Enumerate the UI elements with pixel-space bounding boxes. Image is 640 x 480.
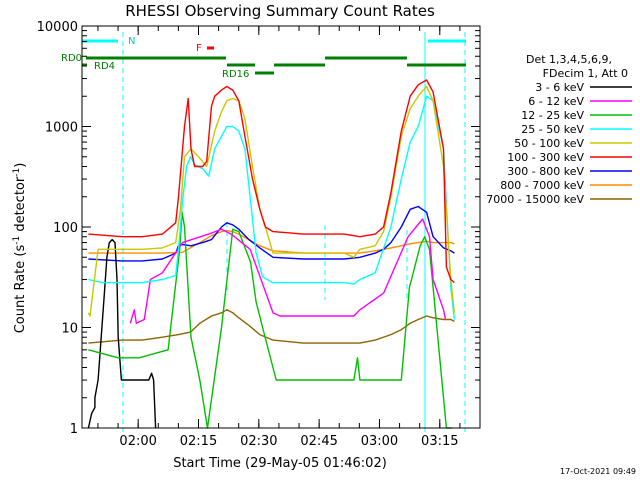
x-tick-label: 03:00 <box>361 434 398 449</box>
legend-label: 300 - 800 keV <box>507 165 584 178</box>
legend-label: 7000 - 15000 keV <box>486 193 584 206</box>
y-axis: 1 10 100 1000 10000 <box>37 20 480 437</box>
annotation-rd16: RD16 <box>222 69 249 80</box>
annotation-rd0: RD0 <box>61 53 82 64</box>
x-tick-label: 02:00 <box>119 434 156 449</box>
y-tick-label: 10 <box>61 322 78 337</box>
legend-header-2: FDecim 1, Att 0 <box>543 67 628 80</box>
series-layer <box>87 79 456 429</box>
series-line-5 <box>87 85 456 317</box>
legend-label: 50 - 100 keV <box>514 137 584 150</box>
x-tick-label: 02:15 <box>180 434 217 449</box>
legend-header-1: Det 1,3,4,5,6,9, <box>526 53 612 66</box>
legend-label: 800 - 7000 keV <box>500 179 584 192</box>
y-axis-label-sup-2: -1 <box>12 168 22 177</box>
x-tick-label: 02:45 <box>300 434 337 449</box>
x-tick-label: 03:15 <box>421 434 458 449</box>
series-line-3 <box>88 211 452 429</box>
x-axis: 02:00 02:15 02:30 02:45 03:00 03:15 <box>97 26 461 449</box>
y-axis-label-main: Count Rate (s <box>13 245 28 334</box>
status-bars: N F RD0 RD4 RD16 <box>61 36 466 80</box>
legend: Det 1,3,4,5,6,9, FDecim 1, Att 0 3 - 6 k… <box>486 53 632 206</box>
footer-date: 17-Oct-2021 09:49 <box>560 467 636 476</box>
chart-title: RHESSI Observing Summary Count Rates <box>125 2 435 20</box>
y-tick-label: 1000 <box>45 121 78 136</box>
x-axis-label: Start Time (29-May-05 01:46:02) <box>173 456 387 471</box>
legend-label: 100 - 300 keV <box>507 151 584 164</box>
series-line-4 <box>88 95 456 320</box>
y-axis-label-sup-1: -1 <box>12 236 22 245</box>
y-axis-label-end: ) <box>13 163 28 168</box>
svg-text:Count Rate (s-1 detector-1): Count Rate (s-1 detector-1) <box>12 163 28 334</box>
y-axis-label: Count Rate (s-1 detector-1) <box>12 163 28 334</box>
y-axis-label-mid: detector <box>13 176 28 236</box>
x-tick-label: 02:30 <box>240 434 277 449</box>
series-line-1 <box>87 238 157 429</box>
legend-label: 3 - 6 keV <box>535 81 584 94</box>
y-tick-label: 100 <box>53 221 78 236</box>
annotation-f: F <box>196 43 202 54</box>
y-tick-label: 10000 <box>37 20 78 35</box>
legend-label: 12 - 25 keV <box>521 109 584 122</box>
series-line-2 <box>129 218 447 324</box>
series-line-6 <box>88 79 455 284</box>
annotation-rd4: RD4 <box>94 61 115 72</box>
time-markers <box>122 32 466 432</box>
y-tick-label: 1 <box>70 422 78 437</box>
annotation-n: N <box>128 36 135 47</box>
series-line-9 <box>88 309 455 344</box>
legend-label: 25 - 50 keV <box>521 123 584 136</box>
legend-label: 6 - 12 keV <box>528 95 584 108</box>
